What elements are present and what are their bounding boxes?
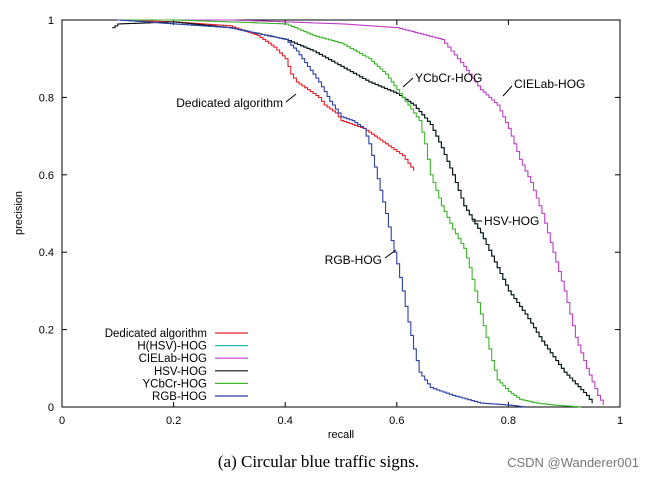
series-lines <box>112 19 604 408</box>
legend-label-ycbcr-hog: YCbCr-HOG <box>142 378 207 390</box>
annotation-pointer-ycbcr-hog <box>402 77 414 88</box>
precision-recall-chart: 0 0.2 0.4 0.6 0.8 1 0 0.2 0.4 0.6 0.8 1 Dedicated … <box>13 15 623 441</box>
x-tick-label: 0.4 <box>278 415 293 427</box>
x-tick-label: 0.6 <box>389 415 404 427</box>
annotation-rgb-hog: RGB-HOG <box>325 253 382 267</box>
annotation-cielab-hog: CIELab-HOG <box>514 77 585 91</box>
annotation-ycbcr-hog: YCbCr-HOG <box>415 71 482 85</box>
annotation-pointer-rgb-hog <box>384 249 397 259</box>
x-tick-label: 0.2 <box>166 415 181 427</box>
plot-frame <box>61 19 621 408</box>
figure-caption: (a) Circular blue traffic signs. <box>0 452 647 472</box>
x-tick-label: 0.8 <box>501 415 516 427</box>
series-line-rgb-hog <box>117 19 526 408</box>
y-axis-label: precision <box>13 191 25 235</box>
annotation-hsv-hog: HSV-HOG <box>484 214 539 228</box>
curve-annotations: Dedicated algorithm YCbCr-HOG CIELab-HOG HS… <box>176 71 585 267</box>
y-tick-label: 0.2 <box>39 325 54 337</box>
series-line-ycbcr-hog <box>117 19 582 408</box>
series-line-cielab-hog <box>117 19 604 406</box>
watermark: CSDN @Wanderer001 <box>507 455 639 470</box>
x-axis-label: recall <box>328 429 354 441</box>
legend-label-cielab-hog: CIELab-HOG <box>139 353 207 365</box>
y-tick-label: 0 <box>48 402 54 414</box>
caption-text: (a) Circular blue traffic signs. <box>217 452 420 471</box>
annotation-pointer-cielab-hog <box>502 85 513 97</box>
x-tick-labels: 0 0.2 0.4 0.6 0.8 1 <box>59 415 623 427</box>
x-tick-label: 1 <box>617 415 623 427</box>
series-line-hsv-hog <box>112 21 593 404</box>
legend-label-hsv-hog: HSV-HOG <box>154 366 207 378</box>
y-tick-label: 0.6 <box>39 170 54 182</box>
legend: Dedicated algorithmH(HSV)-HOGCIELab-HOGH… <box>105 328 248 403</box>
y-tick-label: 0.4 <box>39 247 54 259</box>
x-tick-label: 0 <box>59 415 65 427</box>
y-tick-label: 1 <box>48 15 54 27</box>
legend-label-rgb-hog: RGB-HOG <box>152 391 207 403</box>
annotation-pointer-dedicated-algorithm <box>285 93 297 103</box>
annotation-dedicated-algorithm: Dedicated algorithm <box>176 96 283 110</box>
legend-label-dedicated-algorithm: Dedicated algorithm <box>105 328 207 340</box>
y-tick-label: 0.8 <box>39 92 54 104</box>
legend-label-h-hsv-hog: H(HSV)-HOG <box>137 341 207 353</box>
y-tick-labels: 0 0.2 0.4 0.6 0.8 1 <box>39 15 54 414</box>
